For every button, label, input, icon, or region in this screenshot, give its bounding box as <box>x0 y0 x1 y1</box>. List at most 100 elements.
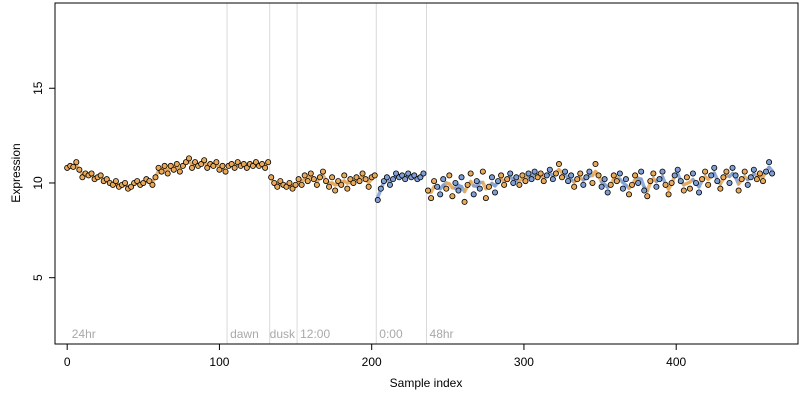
data-point <box>531 168 538 175</box>
data-point <box>283 183 290 190</box>
data-point <box>668 179 675 186</box>
data-point <box>323 178 330 185</box>
data-point <box>595 172 602 179</box>
x-axis-label: Sample index <box>390 376 463 390</box>
data-point <box>616 170 623 177</box>
data-point <box>625 191 632 198</box>
data-point <box>167 162 174 169</box>
data-point <box>446 172 453 179</box>
data-point <box>656 176 663 183</box>
data-point <box>580 181 587 188</box>
data-point <box>717 185 724 192</box>
data-point <box>152 174 159 181</box>
data-point <box>458 174 465 181</box>
data-point <box>316 174 323 181</box>
data-point <box>504 176 511 183</box>
data-point <box>680 187 687 194</box>
data-point <box>149 181 156 188</box>
data-point <box>140 179 147 186</box>
data-point <box>729 164 736 171</box>
data-point <box>638 168 645 175</box>
data-point <box>350 179 357 186</box>
data-point <box>359 170 366 177</box>
data-point <box>437 191 444 198</box>
data-point <box>552 170 559 177</box>
data-point <box>335 178 342 185</box>
data-point <box>473 178 480 185</box>
data-point <box>176 168 183 175</box>
data-point <box>265 159 272 166</box>
data-point <box>393 170 400 177</box>
data-point <box>286 179 293 186</box>
data-point <box>353 174 360 181</box>
data-point <box>310 176 317 183</box>
data-point <box>708 172 715 179</box>
data-point <box>298 181 305 188</box>
data-point <box>769 170 776 177</box>
data-point <box>146 178 153 185</box>
data-point <box>571 183 578 190</box>
data-point <box>476 185 483 192</box>
data-point <box>216 166 223 173</box>
data-point <box>402 176 409 183</box>
data-point <box>440 176 447 183</box>
data-point <box>699 176 706 183</box>
data-point <box>301 172 308 179</box>
data-point <box>549 176 556 183</box>
data-point <box>449 193 456 200</box>
data-point <box>479 168 486 175</box>
x-axis: 0 100 200 300 400 <box>64 344 687 369</box>
data-point <box>243 164 250 171</box>
data-point <box>161 162 168 169</box>
data-point <box>565 178 572 185</box>
data-point <box>555 161 562 168</box>
segment-label: dusk <box>270 327 296 341</box>
data-point <box>705 181 712 188</box>
data-point <box>659 168 666 175</box>
data-point <box>726 179 733 186</box>
data-point <box>674 166 681 173</box>
x-tick-label: 400 <box>666 355 686 369</box>
data-point <box>386 181 393 188</box>
data-point <box>662 181 669 188</box>
data-point <box>109 181 116 188</box>
data-point <box>219 162 226 169</box>
data-point <box>753 176 760 183</box>
data-point <box>485 183 492 190</box>
data-point <box>546 166 553 173</box>
data-point <box>326 183 333 190</box>
data-point <box>711 164 718 171</box>
data-point <box>689 170 696 177</box>
data-point <box>155 164 162 171</box>
data-point <box>610 172 617 179</box>
data-point <box>443 185 450 192</box>
data-point <box>76 166 83 173</box>
data-point <box>613 178 620 185</box>
data-point <box>744 181 751 188</box>
data-point <box>103 176 110 183</box>
data-point <box>741 168 748 175</box>
data-point <box>313 181 320 188</box>
data-point <box>134 178 141 185</box>
data-point <box>192 159 199 166</box>
data-point <box>128 183 135 190</box>
data-point <box>635 179 642 186</box>
segment-label: 48hr <box>430 327 454 341</box>
data-point <box>79 174 86 181</box>
data-point <box>714 178 721 185</box>
data-point <box>262 164 269 171</box>
data-point <box>164 170 171 177</box>
data-point <box>683 174 690 181</box>
data-point <box>277 178 284 185</box>
y-tick-label: 15 <box>31 81 45 95</box>
data-point <box>750 166 757 173</box>
data-point <box>371 172 378 179</box>
data-point <box>601 176 608 183</box>
x-tick-label: 100 <box>209 355 229 369</box>
segment-label: dawn <box>230 327 259 341</box>
y-axis: 5 10 15 <box>31 81 55 281</box>
data-point <box>470 191 477 198</box>
data-point <box>677 178 684 185</box>
data-point <box>702 168 709 175</box>
